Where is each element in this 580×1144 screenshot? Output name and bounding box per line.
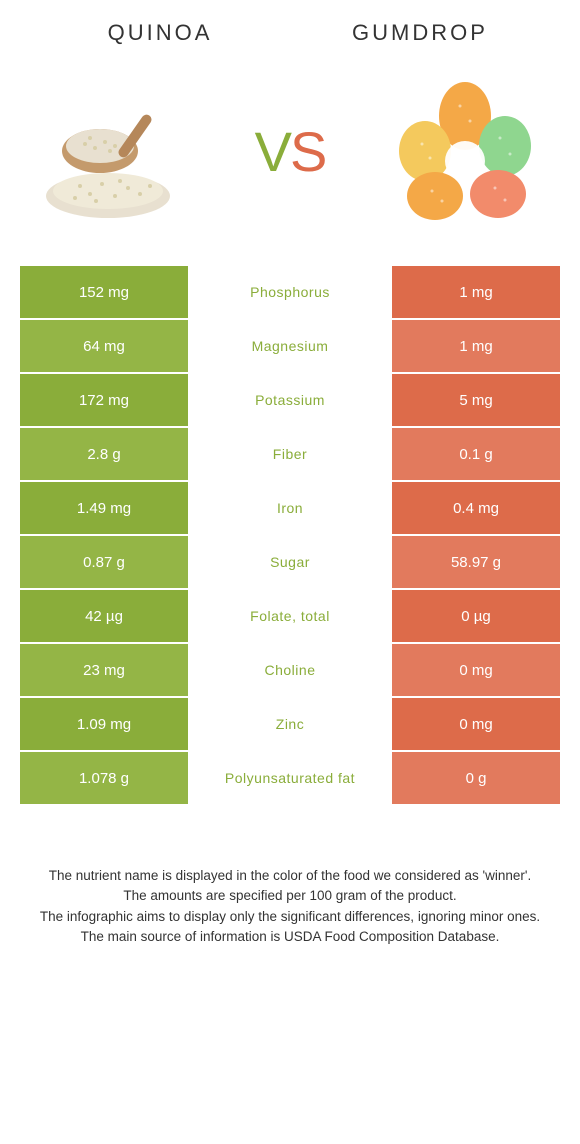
nutrient-label: Fiber [188, 428, 392, 480]
right-value: 5 mg [392, 374, 560, 426]
left-value: 42 µg [20, 590, 188, 642]
right-value: 0 µg [392, 590, 560, 642]
left-value: 1.078 g [20, 752, 188, 804]
nutrient-label: Choline [188, 644, 392, 696]
nutrient-label: Polyunsaturated fat [188, 752, 392, 804]
left-value: 1.49 mg [20, 482, 188, 534]
footnotes: The nutrient name is displayed in the co… [0, 806, 580, 987]
right-value: 0 g [392, 752, 560, 804]
nutrient-label: Zinc [188, 698, 392, 750]
left-value: 64 mg [20, 320, 188, 372]
left-food-title: QUINOA [30, 20, 290, 46]
right-value: 0 mg [392, 698, 560, 750]
table-row: 1.09 mgZinc0 mg [20, 698, 560, 750]
nutrient-label: Sugar [188, 536, 392, 588]
left-value: 172 mg [20, 374, 188, 426]
footnote-line: The main source of information is USDA F… [20, 927, 560, 947]
table-row: 1.49 mgIron0.4 mg [20, 482, 560, 534]
footnote-line: The infographic aims to display only the… [20, 907, 560, 927]
table-row: 172 mgPotassium5 mg [20, 374, 560, 426]
table-row: 1.078 gPolyunsaturated fat0 g [20, 752, 560, 804]
left-value: 2.8 g [20, 428, 188, 480]
nutrient-label: Phosphorus [188, 266, 392, 318]
table-row: 0.87 gSugar58.97 g [20, 536, 560, 588]
nutrient-label: Folate, total [188, 590, 392, 642]
images-row: VS [0, 56, 580, 266]
right-value: 0.4 mg [392, 482, 560, 534]
left-value: 0.87 g [20, 536, 188, 588]
vs-v-letter: V [255, 120, 290, 183]
table-row: 2.8 gFiber0.1 g [20, 428, 560, 480]
header-titles: QUINOA GUMDROP [0, 0, 580, 56]
table-row: 152 mgPhosphorus1 mg [20, 266, 560, 318]
right-value: 1 mg [392, 320, 560, 372]
left-value: 152 mg [20, 266, 188, 318]
nutrient-label: Iron [188, 482, 392, 534]
right-value: 0 mg [392, 644, 560, 696]
nutrient-label: Magnesium [188, 320, 392, 372]
quinoa-image [30, 66, 200, 236]
table-row: 23 mgCholine0 mg [20, 644, 560, 696]
footnote-line: The amounts are specified per 100 gram o… [20, 886, 560, 906]
footnote-line: The nutrient name is displayed in the co… [20, 866, 560, 886]
right-food-title: GUMDROP [290, 20, 550, 46]
table-row: 64 mgMagnesium1 mg [20, 320, 560, 372]
right-value: 0.1 g [392, 428, 560, 480]
nutrient-label: Potassium [188, 374, 392, 426]
vs-label: VS [255, 119, 326, 184]
left-value: 23 mg [20, 644, 188, 696]
left-value: 1.09 mg [20, 698, 188, 750]
gumdrop-image [380, 66, 550, 236]
vs-s-letter: S [290, 120, 325, 183]
right-value: 1 mg [392, 266, 560, 318]
table-row: 42 µgFolate, total0 µg [20, 590, 560, 642]
right-value: 58.97 g [392, 536, 560, 588]
nutrient-comparison-table: 152 mgPhosphorus1 mg64 mgMagnesium1 mg17… [0, 266, 580, 804]
